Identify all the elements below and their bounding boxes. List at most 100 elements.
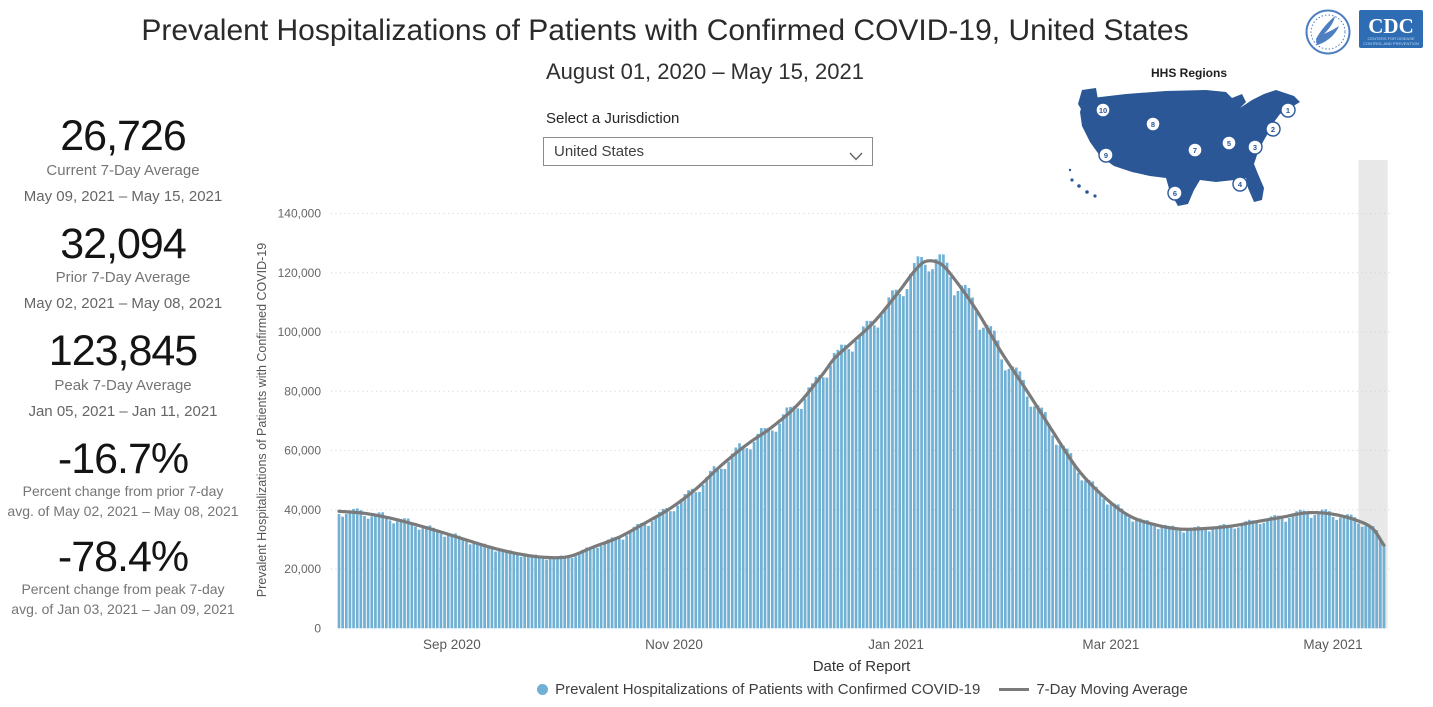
bar[interactable] <box>607 539 610 629</box>
bar[interactable] <box>1193 527 1196 629</box>
bar[interactable] <box>752 441 756 629</box>
bar[interactable] <box>705 477 709 629</box>
bar[interactable] <box>1360 526 1364 629</box>
bar[interactable] <box>1295 511 1298 629</box>
bar[interactable] <box>840 344 843 629</box>
bar[interactable] <box>1320 509 1324 629</box>
bar[interactable] <box>778 423 781 629</box>
bar[interactable] <box>537 555 541 629</box>
bar[interactable] <box>592 547 596 629</box>
bar[interactable] <box>410 522 414 629</box>
bar[interactable] <box>654 515 658 629</box>
bar[interactable] <box>1069 453 1073 629</box>
bar[interactable] <box>1309 517 1313 629</box>
bar[interactable] <box>829 365 832 629</box>
bar[interactable] <box>1237 527 1240 629</box>
bar[interactable] <box>785 407 789 629</box>
bar[interactable] <box>523 555 527 629</box>
bar[interactable] <box>1095 486 1098 629</box>
bar[interactable] <box>811 383 814 629</box>
bar[interactable] <box>971 297 974 629</box>
bar[interactable] <box>1353 517 1357 629</box>
bar[interactable] <box>636 523 639 629</box>
bar[interactable] <box>512 551 516 629</box>
bar[interactable] <box>1058 445 1062 629</box>
bar[interactable] <box>912 263 916 629</box>
bar[interactable] <box>687 490 690 629</box>
bar[interactable] <box>942 254 945 629</box>
bar[interactable] <box>486 545 490 629</box>
bar[interactable] <box>395 521 399 629</box>
bar[interactable] <box>800 408 803 629</box>
bar[interactable] <box>421 528 425 629</box>
bar[interactable] <box>723 469 727 629</box>
bar[interactable] <box>1105 504 1109 629</box>
bar[interactable] <box>1233 528 1237 629</box>
bar[interactable] <box>432 527 436 629</box>
bar[interactable] <box>1371 526 1375 629</box>
bar[interactable] <box>982 327 985 629</box>
bar[interactable] <box>796 408 800 629</box>
bar[interactable] <box>1160 527 1164 629</box>
bar[interactable] <box>639 523 643 629</box>
bar[interactable] <box>1036 405 1040 629</box>
bar[interactable] <box>457 535 461 629</box>
bar[interactable] <box>902 296 905 629</box>
bar[interactable] <box>450 533 454 629</box>
bar[interactable] <box>865 320 869 629</box>
bar[interactable] <box>1040 407 1044 629</box>
bar[interactable] <box>931 269 934 629</box>
bar[interactable] <box>1164 524 1167 629</box>
bar[interactable] <box>403 518 406 629</box>
bar[interactable] <box>585 547 588 629</box>
bar[interactable] <box>552 557 556 629</box>
bar[interactable] <box>1076 472 1080 629</box>
bar[interactable] <box>1156 529 1160 629</box>
bar[interactable] <box>1258 524 1262 629</box>
bar[interactable] <box>738 443 741 629</box>
bar[interactable] <box>843 344 847 629</box>
bar[interactable] <box>599 546 603 629</box>
bar[interactable] <box>978 329 982 629</box>
bar[interactable] <box>1207 531 1211 629</box>
bar[interactable] <box>760 428 763 629</box>
bar[interactable] <box>567 557 570 629</box>
bar[interactable] <box>1262 522 1266 629</box>
bar[interactable] <box>1000 359 1004 629</box>
bar[interactable] <box>967 288 971 629</box>
bar[interactable] <box>836 349 840 629</box>
bar[interactable] <box>960 285 963 629</box>
bar[interactable] <box>1138 518 1142 629</box>
bar[interactable] <box>577 552 581 629</box>
bar[interactable] <box>1178 530 1182 629</box>
bar[interactable] <box>628 530 632 629</box>
bar[interactable] <box>1131 521 1135 629</box>
bar[interactable] <box>668 511 672 629</box>
bar[interactable] <box>1022 379 1025 629</box>
bar[interactable] <box>479 543 483 629</box>
bar[interactable] <box>1189 528 1193 629</box>
jurisdiction-dropdown[interactable]: United States <box>543 137 873 166</box>
bar[interactable] <box>476 541 479 629</box>
bar[interactable] <box>1080 480 1084 629</box>
bar[interactable] <box>774 431 778 629</box>
bar[interactable] <box>916 256 920 629</box>
bar[interactable] <box>1291 513 1295 629</box>
bar[interactable] <box>719 468 723 629</box>
bar[interactable] <box>556 556 559 629</box>
bar[interactable] <box>1338 517 1342 629</box>
bar[interactable] <box>1317 511 1320 629</box>
bar[interactable] <box>1287 518 1291 629</box>
bar[interactable] <box>505 549 508 629</box>
bar[interactable] <box>359 510 363 629</box>
bar[interactable] <box>1084 480 1087 629</box>
bar[interactable] <box>727 461 730 629</box>
bar[interactable] <box>417 529 421 629</box>
bar[interactable] <box>399 519 403 629</box>
bar[interactable] <box>468 544 472 629</box>
bar[interactable] <box>741 446 745 629</box>
bar[interactable] <box>570 557 574 629</box>
bar[interactable] <box>530 554 534 629</box>
bar[interactable] <box>534 554 537 629</box>
bar[interactable] <box>938 254 942 629</box>
